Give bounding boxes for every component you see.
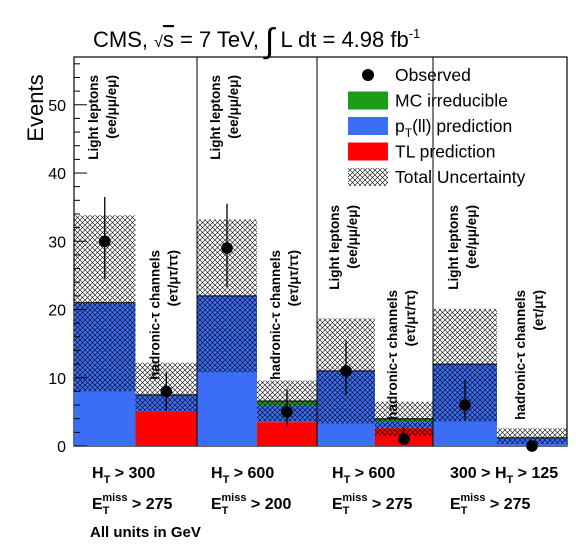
- y-tick-label: 20: [48, 303, 66, 320]
- title-lumi-exp: -1: [409, 26, 421, 41]
- legend-label-mc: MC irreducible: [395, 91, 508, 111]
- legend-swatch-pt_main: [348, 117, 388, 135]
- legend-label-unc: Total Uncertainty: [395, 167, 526, 187]
- region-met: ETmiss > 200: [211, 492, 292, 517]
- observed-point: [160, 385, 173, 398]
- observed-point: [459, 399, 471, 411]
- title-prefix: CMS, √s = 7 TeV, ∫ L dt = 4.98 fb-1: [93, 22, 420, 60]
- y-tick-label: 10: [48, 371, 66, 388]
- region-met: ETmiss > 275: [92, 492, 173, 517]
- y-axis-label: Events: [23, 74, 48, 141]
- title-integral: ∫: [263, 22, 276, 60]
- title-sqrt-sign: √: [154, 34, 163, 51]
- bin-sublabel: (eτ/μτ): [531, 290, 546, 331]
- title-energy: = 7 TeV,: [174, 27, 265, 52]
- y-tick-label: 50: [48, 98, 66, 115]
- title-text: CMS,: [93, 27, 154, 52]
- y-axis: 0 10 20 30 40 50: [48, 63, 87, 456]
- legend-label-pt_main: pT(ll) prediction: [395, 116, 512, 140]
- y-tick-label: 40: [48, 166, 66, 183]
- region-met: ETmiss > 275: [450, 492, 531, 517]
- bin-label: hadronic-τ channels: [147, 250, 162, 380]
- region-labels: HT > 300 ETmiss > 275 HT > 600 ETmiss > 200…: [92, 465, 558, 517]
- region-ht: HT > 300: [92, 465, 155, 486]
- legend-swatch-unc: [348, 168, 388, 186]
- observed-point: [526, 440, 538, 452]
- plot-area: Light leptons (ee/μμ/eμ)hadronic-τ channe…: [74, 57, 567, 452]
- chart-title: CMS, √s = 7 TeV, ∫ L dt = 4.98 fb-1: [93, 22, 420, 60]
- region-ht: 300 > HT > 125: [450, 465, 558, 486]
- bin-label: hadronic-τ channels: [513, 290, 528, 420]
- legend-label-observed: Observed: [395, 65, 471, 85]
- observed-point: [221, 242, 233, 254]
- y-tick-label: 30: [48, 234, 66, 251]
- region-ht: HT > 600: [211, 465, 274, 486]
- bin-sublabel: (eτ/μτ/ττ): [286, 250, 301, 306]
- bin-label: hadronic-τ channels: [268, 250, 283, 380]
- bin-label: hadronic-τ channels: [385, 290, 400, 420]
- title-lumi: L dt = 4.98 fb: [274, 27, 408, 52]
- bin-label: Light leptons: [327, 205, 342, 290]
- units-note: All units in GeV: [90, 524, 201, 541]
- bin-sublabel: (ee/μμ/eμ): [104, 75, 119, 139]
- bin-label: Light leptons: [446, 205, 461, 290]
- legend-label-tl: TL prediction: [395, 142, 496, 162]
- y-tick-label: 0: [57, 439, 66, 456]
- bin-label: Light leptons: [208, 75, 223, 160]
- region-met: ETmiss > 275: [332, 492, 413, 517]
- bin-sublabel: (ee/μμ/eμ): [345, 205, 360, 269]
- bin-sublabel: (ee/μμ/eμ): [226, 75, 241, 139]
- bin-label: Light leptons: [86, 75, 101, 160]
- bin-sublabel: (eτ/μτ/ττ): [403, 290, 418, 346]
- bar-tl: [257, 422, 317, 446]
- bar-tl: [135, 411, 197, 446]
- region-ht: HT > 600: [332, 465, 395, 486]
- observed-point: [340, 365, 352, 377]
- observed-point: [281, 406, 293, 418]
- uncertainty-band: [497, 428, 567, 444]
- legend-marker-observed: [362, 69, 374, 81]
- title-sqrt-s: s: [163, 27, 174, 52]
- bin-sublabel: (ee/μμ/eμ): [464, 205, 479, 269]
- observed-point: [98, 235, 111, 248]
- observed-point: [398, 433, 410, 445]
- bin-sublabel: (eτ/μτ/ττ): [165, 250, 180, 306]
- legend-swatch-mc: [348, 91, 388, 110]
- legend-swatch-tl: [348, 142, 388, 161]
